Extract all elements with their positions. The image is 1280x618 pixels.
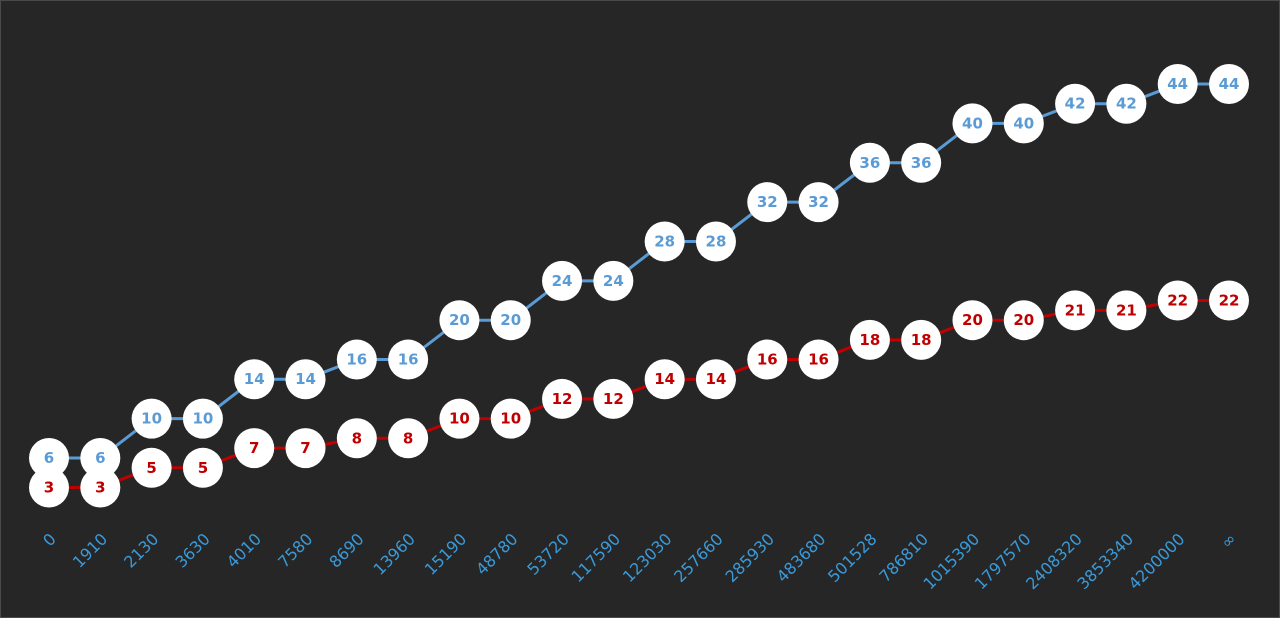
data-point <box>1003 103 1044 144</box>
data-point <box>1003 300 1044 341</box>
data-point <box>80 437 121 478</box>
data-point <box>388 418 429 459</box>
data-label: 16 <box>757 351 778 369</box>
data-point <box>1157 64 1198 105</box>
data-label: 20 <box>500 311 521 329</box>
data-point <box>747 182 788 223</box>
data-point <box>901 142 942 183</box>
data-label: 16 <box>808 351 829 369</box>
data-point <box>695 359 736 400</box>
data-label: 10 <box>141 410 162 428</box>
data-label: 44 <box>1167 75 1188 93</box>
data-point <box>952 300 993 341</box>
data-point <box>542 378 583 419</box>
data-label: 7 <box>300 439 310 457</box>
data-point <box>747 339 788 380</box>
data-point <box>952 103 993 144</box>
data-point <box>1055 83 1096 124</box>
data-point <box>29 437 69 478</box>
data-point <box>849 142 890 183</box>
data-label: 3 <box>44 478 54 496</box>
data-point <box>182 447 223 488</box>
data-point <box>1209 64 1249 105</box>
data-label: 6 <box>95 449 105 467</box>
data-label: 40 <box>962 114 983 132</box>
data-label: 32 <box>808 193 829 211</box>
data-point <box>285 359 326 400</box>
data-label: 10 <box>192 410 213 428</box>
data-label: 40 <box>1013 114 1034 132</box>
data-point <box>388 339 429 380</box>
data-label: 18 <box>859 331 880 349</box>
data-point <box>695 221 736 262</box>
data-point <box>131 398 172 439</box>
data-label: 42 <box>1065 95 1086 113</box>
data-point <box>490 300 531 341</box>
data-label: 20 <box>449 311 470 329</box>
data-label: 14 <box>244 370 265 388</box>
data-point <box>439 300 480 341</box>
data-point <box>80 467 121 508</box>
data-point <box>1106 83 1147 124</box>
data-label: 6 <box>44 449 54 467</box>
data-point <box>798 339 839 380</box>
data-point <box>1157 280 1198 321</box>
data-point <box>644 221 685 262</box>
data-label: 24 <box>552 272 573 290</box>
data-label: 7 <box>249 439 259 457</box>
data-label: 8 <box>352 429 362 447</box>
data-point <box>901 319 942 360</box>
data-label: 22 <box>1219 292 1240 310</box>
data-point <box>182 398 223 439</box>
data-label: 5 <box>146 459 156 477</box>
data-label: 44 <box>1219 75 1240 93</box>
data-label: 14 <box>654 370 675 388</box>
data-label: 10 <box>449 410 470 428</box>
data-label: 24 <box>603 272 624 290</box>
data-point <box>234 359 275 400</box>
data-point <box>490 398 531 439</box>
data-label: 12 <box>552 390 573 408</box>
data-point <box>285 428 326 469</box>
data-point <box>1209 280 1249 321</box>
data-point <box>1055 290 1096 331</box>
data-label: 22 <box>1167 292 1188 310</box>
data-label: 12 <box>603 390 624 408</box>
data-label: 20 <box>962 311 983 329</box>
data-label: 18 <box>911 331 932 349</box>
data-label: 28 <box>654 232 675 250</box>
data-point <box>1106 290 1147 331</box>
data-point <box>336 418 377 459</box>
data-label: 14 <box>295 370 316 388</box>
data-label: 36 <box>911 154 932 172</box>
data-point <box>542 260 583 301</box>
data-point <box>644 359 685 400</box>
data-point <box>234 428 275 469</box>
data-label: 16 <box>346 351 367 369</box>
data-label: 3 <box>95 478 105 496</box>
data-label: 8 <box>403 429 413 447</box>
data-label: 21 <box>1116 301 1137 319</box>
data-point <box>439 398 480 439</box>
data-point <box>336 339 377 380</box>
data-label: 20 <box>1013 311 1034 329</box>
data-label: 14 <box>706 370 727 388</box>
data-label: 42 <box>1116 95 1137 113</box>
data-label: 32 <box>757 193 778 211</box>
data-label: 28 <box>706 232 727 250</box>
data-label: 5 <box>198 459 208 477</box>
data-label: 10 <box>500 410 521 428</box>
data-label: 36 <box>859 154 880 172</box>
data-point <box>29 467 69 508</box>
data-point <box>131 447 172 488</box>
data-point <box>593 260 634 301</box>
data-point <box>798 182 839 223</box>
data-label: 21 <box>1065 301 1086 319</box>
data-point <box>849 319 890 360</box>
data-label: 16 <box>398 351 419 369</box>
data-point <box>593 378 634 419</box>
